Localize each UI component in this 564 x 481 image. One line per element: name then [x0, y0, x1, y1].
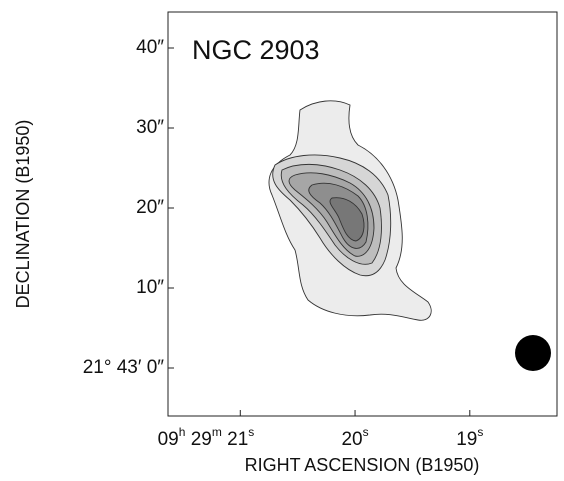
- y-tick-label: 10″: [136, 277, 164, 298]
- x-axis-label: RIGHT ASCENSION (B1950): [245, 455, 480, 475]
- x-tick-label: 20s: [341, 425, 368, 450]
- y-tick-label: 40″: [136, 37, 164, 58]
- y-tick-label: 30″: [136, 117, 164, 138]
- y-axis-label: DECLINATION (B1950): [13, 120, 33, 309]
- x-tick-label: 19s: [456, 425, 483, 450]
- chart: NGC 2903 RIGHT ASCENSION (B1950) DECLINA…: [0, 0, 564, 481]
- y-tick-label: 21° 43′ 0″: [83, 357, 165, 378]
- beam: [515, 335, 551, 371]
- chart-title: NGC 2903: [192, 35, 320, 65]
- y-tick-label: 20″: [136, 197, 164, 218]
- x-tick-label: 09h 29m 21s: [158, 425, 255, 450]
